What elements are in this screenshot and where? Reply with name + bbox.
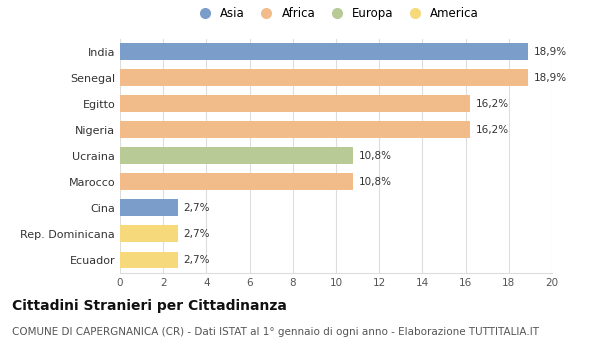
Text: 10,8%: 10,8% (359, 151, 392, 161)
Bar (120, 225, 178, 243)
Text: 16,2%: 16,2% (475, 125, 508, 135)
Text: 2,7%: 2,7% (184, 229, 210, 239)
Bar (120, 147, 353, 164)
Legend: Asia, Africa, Europa, America: Asia, Africa, Europa, America (188, 2, 484, 25)
Bar (120, 121, 470, 138)
Text: COMUNE DI CAPERGNANICA (CR) - Dati ISTAT al 1° gennaio di ogni anno - Elaborazio: COMUNE DI CAPERGNANICA (CR) - Dati ISTAT… (12, 327, 539, 337)
Text: 2,7%: 2,7% (184, 203, 210, 213)
Text: 18,9%: 18,9% (533, 72, 567, 83)
Bar (120, 69, 528, 86)
Text: 10,8%: 10,8% (359, 177, 392, 187)
Text: 18,9%: 18,9% (533, 47, 567, 57)
Bar (120, 199, 178, 216)
Text: 2,7%: 2,7% (184, 255, 210, 265)
Bar (120, 252, 178, 268)
Bar (120, 43, 528, 60)
Bar (120, 95, 470, 112)
Bar (120, 173, 353, 190)
Text: Cittadini Stranieri per Cittadinanza: Cittadini Stranieri per Cittadinanza (12, 299, 287, 313)
Text: 16,2%: 16,2% (475, 99, 508, 108)
